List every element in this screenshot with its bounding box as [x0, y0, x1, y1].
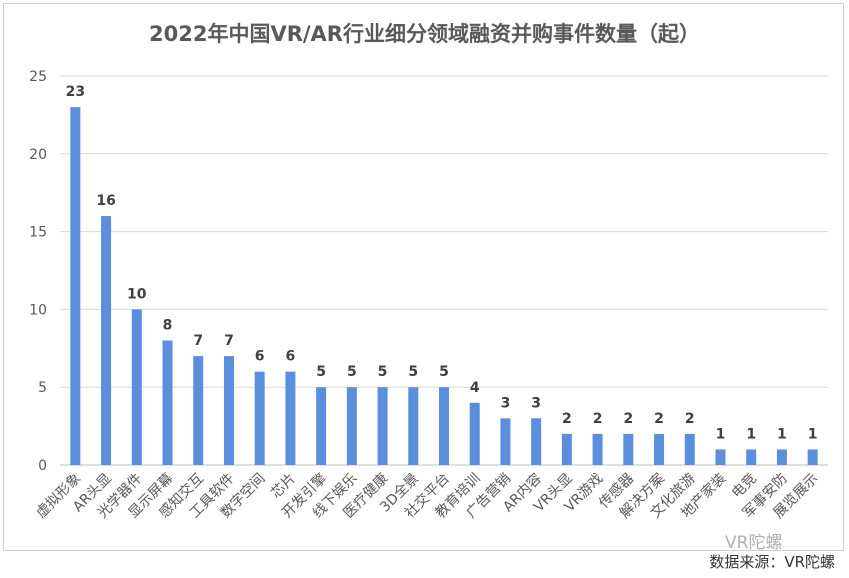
data-label: 5	[439, 364, 449, 380]
bar	[776, 449, 787, 465]
data-label: 1	[777, 426, 787, 442]
data-label: 6	[286, 349, 296, 365]
chart-title: 2022年中国VR/AR行业细分领域融资并购事件数量（起）	[149, 22, 700, 46]
y-tick-label: 10	[29, 302, 47, 318]
data-label: 1	[746, 426, 756, 442]
bar	[101, 216, 112, 465]
bar	[162, 340, 173, 465]
data-label: 5	[408, 364, 418, 380]
bars	[70, 107, 818, 466]
y-tick-label: 25	[29, 69, 47, 85]
bar	[592, 433, 603, 465]
bar	[316, 387, 327, 465]
data-labels: 23 16 10 8 7 7 6 6 5 5 5 5 5 4 3 3 2 2 2 2 2 1 1 1 1	[66, 84, 818, 442]
data-label: 10	[127, 286, 147, 302]
data-label: 2	[685, 411, 695, 427]
bar	[531, 418, 542, 465]
bar	[807, 449, 818, 465]
bar	[561, 433, 572, 465]
source-note: 数据来源：VR陀螺	[709, 553, 835, 571]
watermark: VR陀螺	[725, 533, 783, 553]
bar	[193, 356, 204, 465]
y-axis-ticks: 0 5 10 15 20 25	[29, 69, 47, 474]
data-label: 8	[163, 318, 173, 334]
y-tick-label: 20	[29, 147, 47, 163]
y-tick-label: 5	[38, 380, 47, 396]
bar	[223, 356, 234, 465]
data-label: 2	[562, 411, 572, 427]
data-label: 1	[808, 426, 818, 442]
bar	[70, 107, 81, 466]
data-label: 7	[193, 333, 203, 349]
bar	[469, 402, 480, 465]
bar	[131, 309, 142, 465]
bar	[746, 449, 757, 465]
bar	[346, 387, 357, 465]
bar	[408, 387, 419, 465]
bar	[500, 418, 511, 465]
y-tick-label: 15	[29, 225, 47, 241]
data-label: 5	[378, 364, 388, 380]
data-label: 23	[66, 84, 85, 100]
data-label: 6	[255, 349, 265, 365]
bar	[715, 449, 726, 465]
bar	[254, 371, 265, 465]
bar	[623, 433, 634, 465]
data-label: 16	[96, 193, 115, 209]
y-tick-label: 0	[38, 458, 47, 474]
data-label: 2	[623, 411, 633, 427]
x-category-label: 虚拟形象	[33, 471, 84, 522]
data-label: 7	[224, 333, 234, 349]
bar	[684, 433, 695, 465]
data-label: 2	[593, 411, 603, 427]
data-label: 1	[716, 426, 726, 442]
bar	[377, 387, 388, 465]
data-label: 5	[347, 364, 357, 380]
data-label: 3	[531, 395, 541, 411]
data-label: 5	[316, 364, 326, 380]
bar	[439, 387, 449, 465]
data-label: 3	[501, 395, 511, 411]
data-label: 4	[470, 380, 480, 396]
bar	[654, 433, 665, 465]
chart-frame	[3, 3, 844, 551]
bar	[285, 371, 296, 465]
data-label: 2	[654, 411, 664, 427]
